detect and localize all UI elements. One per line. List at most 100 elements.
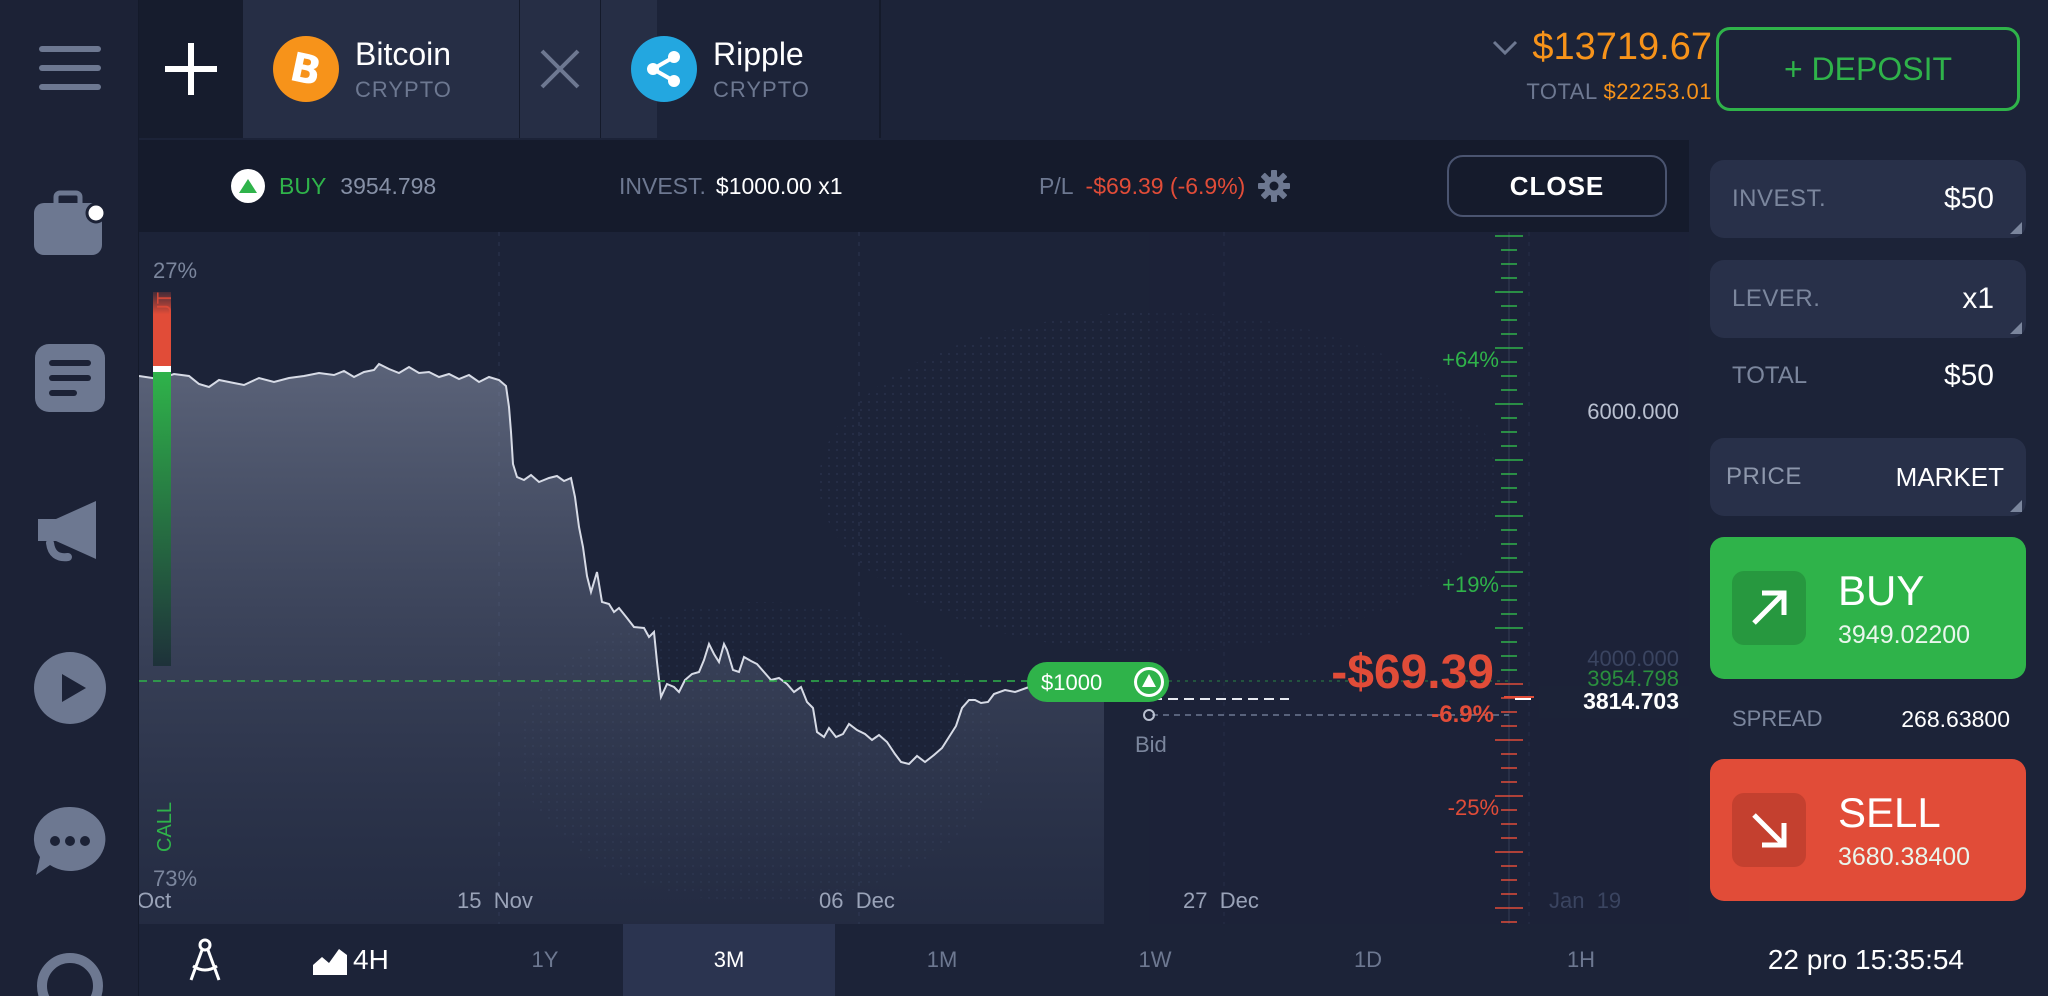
arrow-up-right-icon [1732, 571, 1806, 645]
price-chart[interactable]: +64% +19% -25% 6000.000 4000.000 3954.79… [139, 232, 1689, 924]
position-pl: P/L -$69.39 (-6.9%) [1039, 169, 1291, 203]
price-label-4000: 4000.000 [1587, 646, 1679, 671]
portfolio-icon[interactable] [28, 182, 112, 266]
x-label-15-nov: 15 Nov [457, 888, 533, 913]
add-asset-button[interactable] [139, 0, 259, 138]
x-label-27-dec: 27 Dec [1183, 888, 1259, 913]
spread-value: 268.63800 [1901, 705, 2010, 732]
svg-text:B: B [286, 47, 325, 91]
account-balance[interactable]: $13719.67 TOTAL $22253.01 [1492, 26, 1712, 105]
total-value: $50 [1943, 359, 1994, 392]
current-price-label: 3814.703 [1583, 688, 1679, 714]
x-label-06-dec: 06 Dec [819, 888, 895, 913]
gear-icon[interactable] [1257, 169, 1291, 203]
chart-type-button[interactable]: 4H [313, 924, 389, 996]
close-position-button[interactable]: CLOSE [1447, 155, 1667, 217]
video-tutorials-icon[interactable] [28, 646, 112, 730]
sell-button[interactable]: SELL 3680.38400 [1710, 759, 2026, 901]
balance-total-value: $22253.01 [1603, 79, 1712, 104]
timeframe-3m[interactable]: 3M [623, 924, 835, 996]
drawing-tools-button[interactable] [187, 924, 223, 996]
deal-marker[interactable]: $1000 [1027, 662, 1169, 702]
price-type-field[interactable]: PRICE MARKET [1710, 438, 2026, 516]
asset-tab-ripple[interactable]: Ripple CRYPTO [601, 0, 1019, 138]
timeframe-1w[interactable]: 1W [1138, 947, 1172, 972]
more-icon[interactable] [28, 950, 112, 996]
menu-icon[interactable] [28, 26, 112, 110]
bitcoin-logo-icon: B [273, 36, 339, 102]
asset-type: CRYPTO [713, 76, 810, 102]
arrow-down-right-icon [1732, 793, 1806, 867]
invest-value: $50 [1943, 182, 1994, 215]
position-pl-label: P/L [1039, 172, 1074, 199]
timeframe-1h[interactable]: 1H [1566, 947, 1596, 972]
bid-label: Bid [1135, 732, 1167, 757]
position-invest-label: INVEST. [619, 172, 706, 199]
chevron-down-icon [1493, 40, 1518, 55]
leverage-field[interactable]: LEVER. x1 [1710, 260, 2026, 338]
sentiment-call-pct: 73% [153, 866, 197, 891]
asset-name: Ripple [713, 35, 804, 72]
timeframe-1d[interactable]: 1D [1353, 947, 1383, 972]
asset-tab-bitcoin[interactable]: B Bitcoin CRYPTO [243, 0, 657, 138]
history-icon[interactable] [28, 336, 112, 420]
deposit-button[interactable]: + DEPOSIT [1716, 27, 2020, 111]
promo-megaphone-icon[interactable] [28, 490, 112, 574]
sentiment-put-pct: 27% [153, 258, 197, 283]
deal-marker-amount: $1000 [1041, 670, 1102, 695]
sentiment-call-label: CALL [154, 802, 176, 852]
chat-support-icon[interactable] [28, 800, 112, 884]
buy-price: 3949.02200 [1838, 621, 1971, 649]
leverage-value: x1 [1962, 282, 1994, 315]
left-rail [0, 0, 139, 996]
invest-amount-field[interactable]: INVEST. $50 [1710, 160, 2026, 238]
invest-label: INVEST. [1732, 185, 1827, 212]
x-label-oct: Oct [139, 888, 171, 913]
plus-icon [165, 43, 217, 95]
total-row: TOTAL $50 [1710, 341, 2026, 411]
area-chart-icon [313, 949, 347, 975]
close-tab-button[interactable] [519, 0, 601, 138]
sentiment-put-label: PUT [154, 292, 176, 332]
position-direction-label: BUY [279, 172, 327, 199]
spread-row: SPREAD 268.63800 [1710, 689, 2026, 749]
price-label: PRICE [1726, 463, 1802, 490]
position-invest-value: $1000.00 x1 [715, 172, 843, 199]
timeframe-1m[interactable]: 1M [926, 947, 958, 972]
ripple-logo-icon [631, 36, 697, 102]
buy-label: BUY [1838, 567, 1925, 614]
position-pl-value: -$69.39 (-6.9%) [1085, 172, 1246, 199]
close-icon [540, 49, 580, 89]
timeframe-1y[interactable]: 1Y [531, 947, 559, 972]
up-arrow-icon [231, 169, 265, 203]
price-chart-svg: +64% +19% -25% 6000.000 4000.000 3954.79… [139, 232, 1689, 924]
total-label: TOTAL [1732, 362, 1808, 389]
open-position-bar: BUY 3954.798 INVEST. $1000.00 x1 P/L -$69… [139, 140, 1689, 232]
bottom-bar: 4H 1Y 3M 1M 1W 1D 1H 22 pro 15:35:54 [139, 924, 2048, 996]
position-invest: INVEST. $1000.00 x1 [619, 173, 843, 200]
position-direction: BUY 3954.798 [231, 169, 436, 203]
balance-total-label: TOTAL [1526, 79, 1597, 104]
spread-label: SPREAD [1732, 706, 1823, 731]
asset-name: Bitcoin [355, 35, 452, 72]
price-label-6000: 6000.000 [1587, 399, 1679, 424]
buy-button[interactable]: BUY 3949.02200 [1710, 537, 2026, 679]
x-label-jan-19: Jan 19 [1549, 888, 1621, 913]
balance-amount: $13719.67 [1532, 26, 1712, 68]
sell-label: SELL [1838, 789, 1941, 836]
sell-price: 3680.38400 [1838, 843, 1971, 871]
pct-label-down-25: -25% [1448, 795, 1499, 820]
pct-label-up-64: +64% [1442, 347, 1499, 372]
chart-pl-amount: -$69.39 [1331, 646, 1494, 699]
leverage-label: LEVER. [1732, 285, 1821, 312]
position-open-price: 3954.798 [340, 172, 437, 199]
compass-icon [189, 938, 221, 981]
server-clock: 22 pro 15:35:54 [1767, 944, 1964, 975]
pct-label-up-19: +19% [1442, 572, 1499, 597]
chart-period: 4H [353, 944, 389, 975]
chart-pl-percent: -6.9% [1431, 701, 1494, 728]
top-bar: B Bitcoin CRYPTO Ripple CRYPTO $13719.67 [139, 0, 2048, 138]
asset-type: CRYPTO [355, 76, 452, 102]
price-value: MARKET [1895, 461, 2004, 492]
